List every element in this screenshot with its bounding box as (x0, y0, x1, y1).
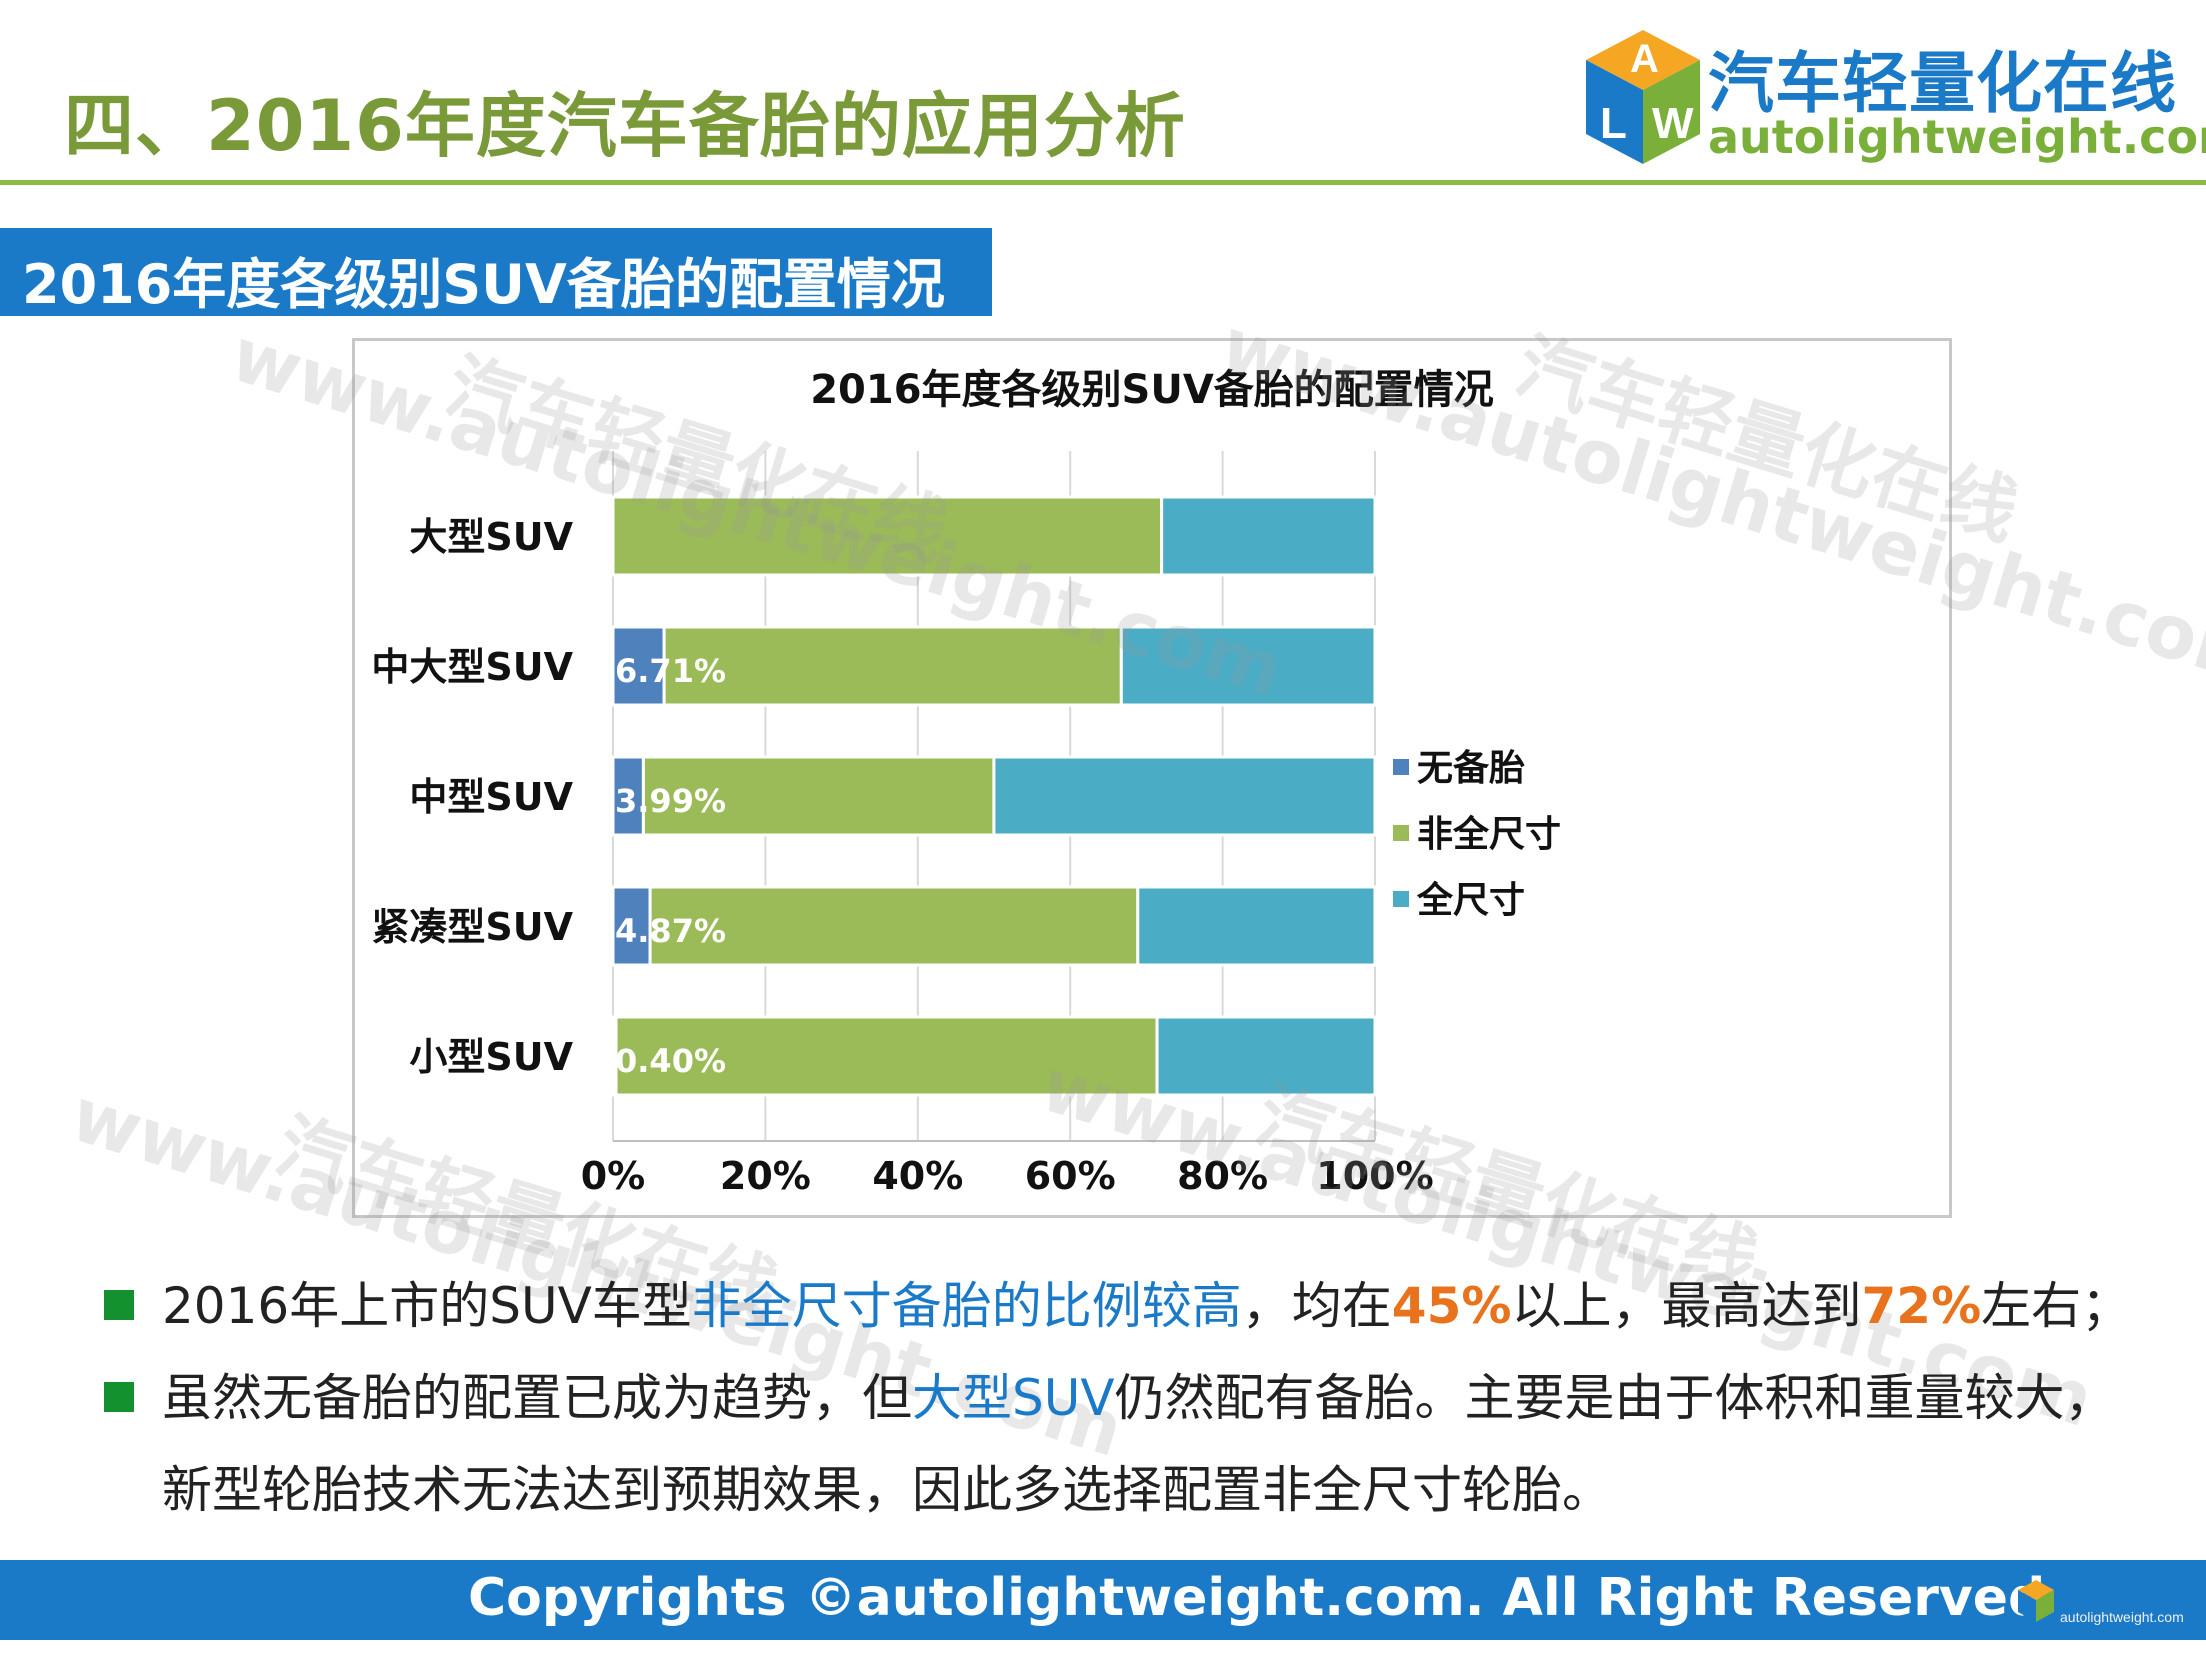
svg-text:L: L (1600, 99, 1627, 148)
legend-swatch (1393, 825, 1409, 841)
legend-swatch (1393, 891, 1409, 907)
chart-title: 2016年度各级别SUV备胎的配置情况 (810, 367, 1494, 413)
x-tick-label: 100% (1316, 1154, 1433, 1198)
data-label: 4.87% (615, 912, 726, 950)
bar-segment (1119, 625, 1377, 707)
bar-segment (641, 755, 996, 837)
data-label: 6.71% (615, 652, 726, 690)
bullet-segment: 仍然配有备胎。主要是由于体积和重量较大， (1114, 1369, 2115, 1427)
x-tick-label: 80% (1177, 1154, 1268, 1198)
x-tick-label: 0% (581, 1154, 646, 1198)
summary-bullets: 2016年上市的SUV车型非全尺寸备胎的比例较高，均在45%以上，最高达到72%… (100, 1262, 2180, 1538)
data-label: 3.99% (615, 782, 726, 820)
x-tick-label: 40% (872, 1154, 963, 1198)
stacked-bar-chart: 2016年度各级别SUV备胎的配置情况 0% 20% 40% 60% 80% 100% 大型S… (371, 367, 1561, 1198)
bullet-segment: 左右； (1981, 1277, 2132, 1335)
bullet-segment: 虽然无备胎的配置已成为趋势，但 (162, 1369, 912, 1427)
bullet-segment: ，均在 (1241, 1277, 1392, 1335)
brand-logo: A L W 汽车轻量化在线 autolightweight.com (1578, 22, 2206, 172)
bullet-segment: 2016年上市的SUV车型 (162, 1277, 692, 1335)
logo-domain: autolightweight.com (1708, 110, 2206, 164)
footer-logo-icon: autolightweight.com (2018, 1580, 2184, 1625)
bar-segment (1136, 885, 1377, 967)
header-divider (0, 180, 2206, 185)
bullet-text: 新型轮胎技术无法达到预期效果，因此多选择配置非全尺寸轮胎。 (162, 1446, 1612, 1534)
legend-label: 无备胎 (1417, 748, 1525, 789)
bullet-square-icon (104, 1382, 134, 1412)
bar-segment (611, 495, 1164, 577)
y-category-label: 小型SUV (409, 1035, 573, 1079)
bullet-segment: 大型SUV (912, 1369, 1115, 1427)
bullet-item: 虽然无备胎的配置已成为趋势，但大型SUV仍然配有备胎。主要是由于体积和重量较大， (100, 1354, 2180, 1446)
cube-logo-icon: A L W (1586, 30, 1700, 164)
bar-segment (1155, 1015, 1377, 1097)
copyright-text: Copyrights ©autolightweight.com. All Rig… (468, 1568, 2046, 1628)
logo-chinese-name: 汽车轻量化在线 (1708, 45, 2177, 122)
bullet-continuation: 新型轮胎技术无法达到预期效果，因此多选择配置非全尺寸轮胎。 (100, 1446, 2180, 1538)
legend-label: 非全尺寸 (1417, 813, 1561, 855)
footer-bar: Copyrights ©autolightweight.com. All Rig… (0, 1560, 2206, 1640)
footer-logo-text: autolightweight.com (2060, 1609, 2184, 1625)
y-category-label: 紧凑型SUV (371, 905, 573, 949)
y-category-label: 中型SUV (409, 775, 573, 819)
legend-label: 全尺寸 (1416, 879, 1525, 921)
bullet-segment: 非全尺寸备胎的比例较高 (691, 1277, 1242, 1335)
bar-segment (662, 625, 1123, 707)
bar-segment (992, 755, 1377, 837)
legend-swatch (1393, 759, 1409, 775)
bullet-item: 2016年上市的SUV车型非全尺寸备胎的比例较高，均在45%以上，最高达到72%… (100, 1262, 2180, 1354)
page-title: 四、2016年度汽车备胎的应用分析 (64, 85, 1186, 167)
bar-segment (1160, 495, 1377, 577)
bullet-text: 虽然无备胎的配置已成为趋势，但大型SUV仍然配有备胎。主要是由于体积和重量较大， (162, 1354, 2115, 1442)
section-banner: 2016年度各级别SUV备胎的配置情况 (0, 228, 992, 316)
y-category-label: 大型SUV (409, 515, 573, 559)
y-category-label: 中大型SUV (371, 645, 573, 689)
bullet-segment: 新型轮胎技术无法达到预期效果，因此多选择配置非全尺寸轮胎。 (162, 1461, 1612, 1519)
chart-container: 2016年度各级别SUV备胎的配置情况 0% 20% 40% 60% 80% 100% 大型S… (352, 338, 1952, 1218)
bullet-segment: 以上，最高达到 (1511, 1277, 1862, 1335)
bullet-segment: 72% (1861, 1277, 1982, 1335)
bullet-text: 2016年上市的SUV车型非全尺寸备胎的比例较高，均在45%以上，最高达到72%… (162, 1262, 2131, 1350)
bullet-square-icon (104, 1290, 134, 1320)
svg-text:A: A (1630, 37, 1659, 81)
x-tick-label: 20% (720, 1154, 811, 1198)
svg-text:W: W (1652, 99, 1694, 148)
section-title: 2016年度各级别SUV备胎的配置情况 (22, 253, 945, 316)
x-tick-label: 60% (1025, 1154, 1116, 1198)
bullet-segment: 45% (1391, 1277, 1512, 1335)
data-label: 0.40% (615, 1042, 726, 1080)
